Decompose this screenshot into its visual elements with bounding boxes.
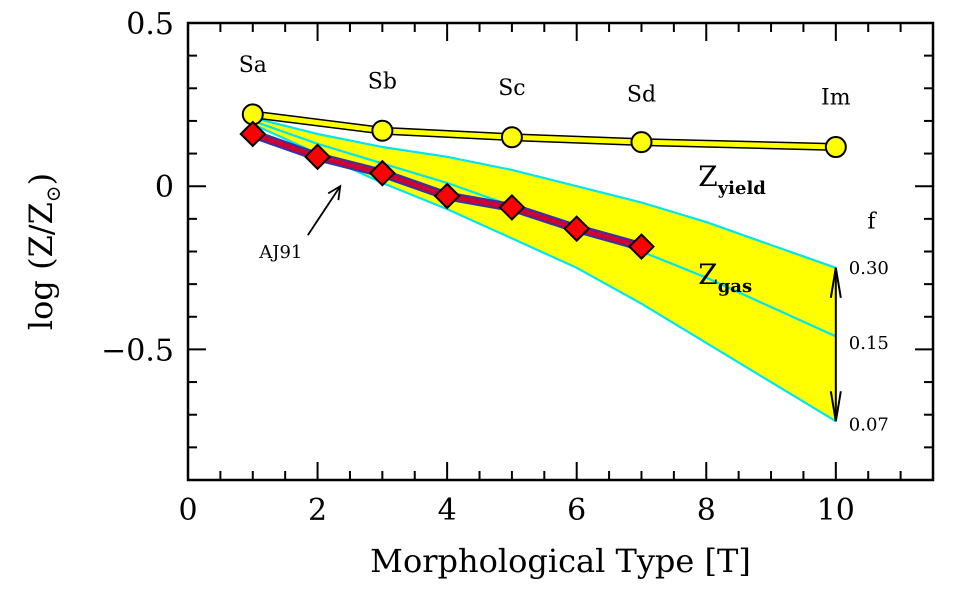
series-yield-point xyxy=(371,119,394,142)
x-tick-label: 0 xyxy=(178,493,197,528)
z-gas-main: Z xyxy=(698,258,717,291)
z-gas-label: Zgas xyxy=(698,258,752,297)
f-header-label: f xyxy=(867,210,877,235)
y-axis-title-symbol: ⊙ xyxy=(41,185,65,202)
z-yield-subscript: yield xyxy=(717,178,767,199)
type-label: Sb xyxy=(368,69,397,94)
f-value-label: 0.15 xyxy=(849,333,889,354)
y-axis-title: log (Z/Z⊙) xyxy=(22,173,65,330)
aj91-arrow-shaft xyxy=(307,185,341,236)
series-yield-point xyxy=(630,131,653,154)
series-AJ91-point xyxy=(304,143,331,171)
series-yield-point xyxy=(824,136,847,159)
f-value-label: 0.07 xyxy=(849,415,889,436)
series-AJ91-point xyxy=(433,182,461,210)
series-AJ91-point xyxy=(628,233,655,261)
type-label: Sc xyxy=(498,76,525,101)
y-axis-title-close: ) xyxy=(22,173,60,185)
f-range-arrow-head-up xyxy=(829,267,842,298)
series-AJ91-point xyxy=(239,120,267,148)
f-range-arrow-head-down xyxy=(829,391,842,422)
z-gas-subscript: gas xyxy=(718,276,752,297)
y-tick-label: −0.5 xyxy=(101,333,174,368)
series-AJ91-point xyxy=(563,215,591,243)
band-curve-f-0_3 xyxy=(252,116,837,269)
x-tick-label: 10 xyxy=(817,493,855,528)
series-AJ91-point xyxy=(368,159,396,187)
z-yield-main: Z xyxy=(698,160,717,193)
aj91-arrow-head xyxy=(327,184,342,201)
z-yield-label: Zyield xyxy=(698,160,766,199)
y-tick-label: 0 xyxy=(155,170,174,205)
aj91-label: AJ91 xyxy=(258,242,302,263)
type-label: Sd xyxy=(627,82,656,107)
y-tick-label: 0.5 xyxy=(126,7,174,42)
ticks-layer xyxy=(187,22,934,481)
series-AJ91-point xyxy=(498,194,526,221)
x-tick-label: 2 xyxy=(308,493,327,528)
type-label: Sa xyxy=(239,53,267,78)
type-label: Im xyxy=(821,86,851,111)
x-tick-label: 8 xyxy=(697,493,716,528)
x-tick-label: 4 xyxy=(438,493,457,528)
f-value-label: 0.30 xyxy=(849,258,889,279)
series-yield-point xyxy=(500,126,523,149)
x-axis-title: Morphological Type [T] xyxy=(370,542,751,580)
x-tick-label: 6 xyxy=(567,493,586,528)
y-axis-title-main: log (Z/Z xyxy=(22,202,60,330)
series-layer xyxy=(239,103,847,261)
